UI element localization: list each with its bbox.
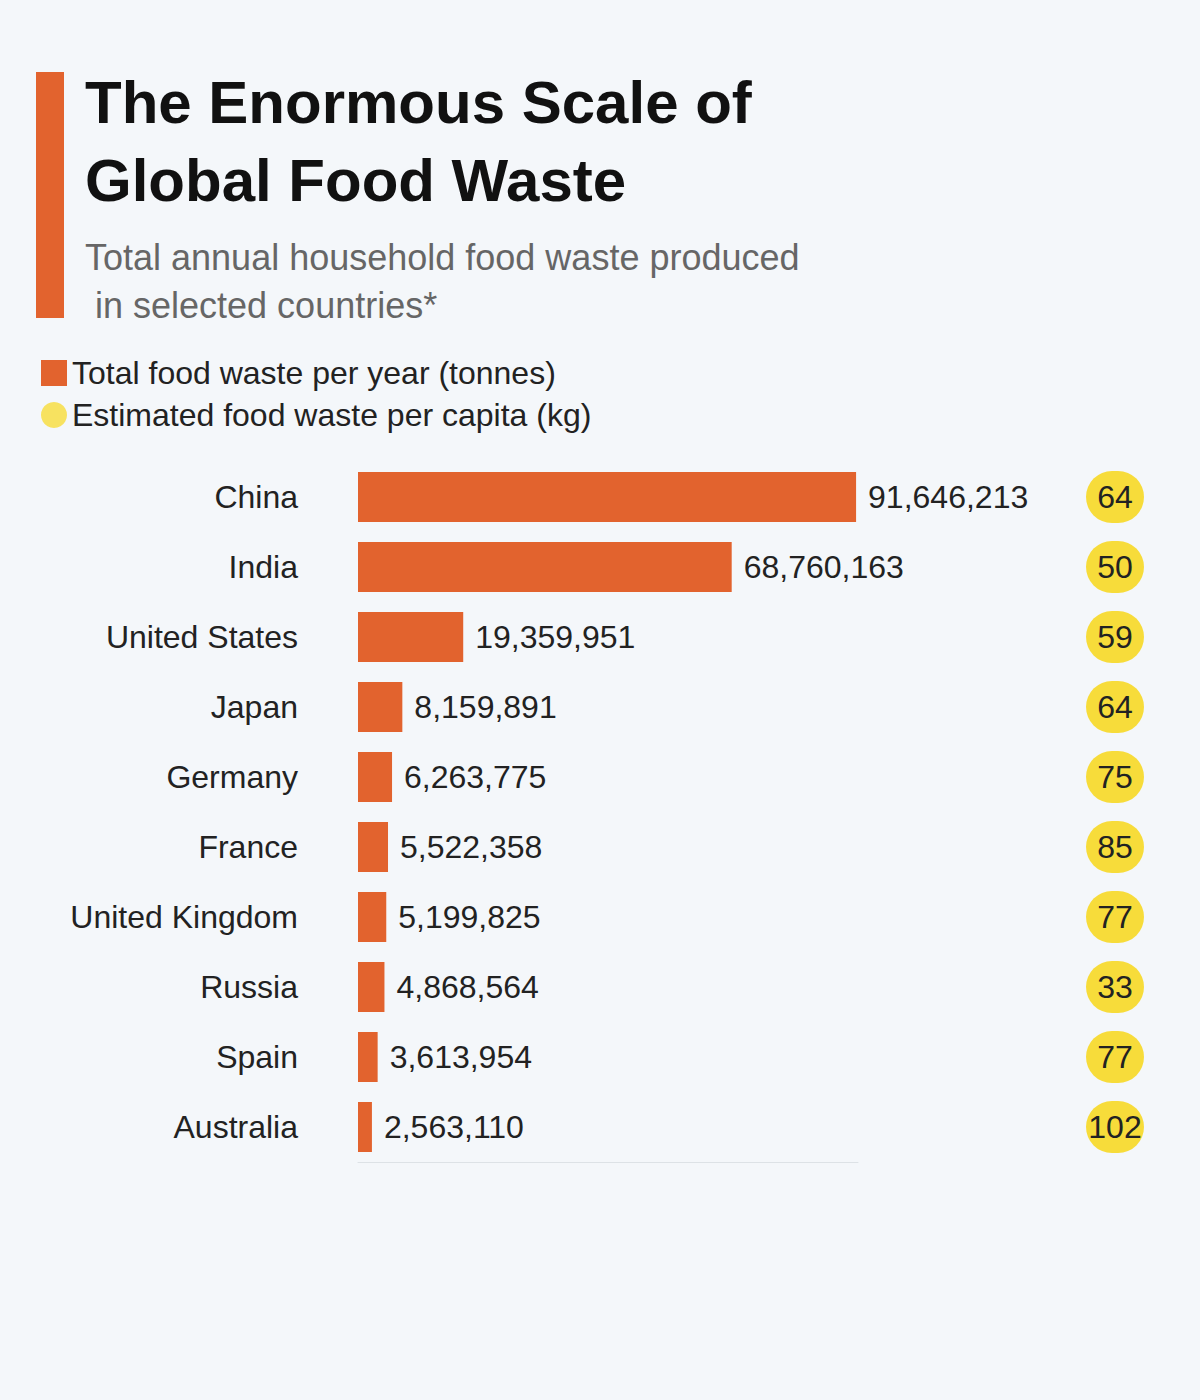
svg-text:China: China bbox=[214, 479, 298, 515]
svg-text:Australia: Australia bbox=[174, 1109, 299, 1145]
svg-text:Spain: Spain bbox=[216, 1039, 298, 1075]
svg-text:Russia: Russia bbox=[200, 969, 298, 1005]
svg-text:6,263,775: 6,263,775 bbox=[404, 759, 546, 795]
svg-text:59: 59 bbox=[1097, 619, 1133, 655]
svg-text:91,646,213: 91,646,213 bbox=[868, 479, 1028, 515]
svg-text:64: 64 bbox=[1097, 689, 1133, 725]
svg-text:France: France bbox=[198, 829, 298, 865]
svg-text:Total annual household food wa: Total annual household food waste produc… bbox=[85, 237, 800, 278]
svg-text:33: 33 bbox=[1097, 969, 1133, 1005]
svg-text:Germany: Germany bbox=[166, 759, 298, 795]
svg-text:Japan: Japan bbox=[211, 689, 298, 725]
svg-text:India: India bbox=[229, 549, 299, 585]
svg-text:8,159,891: 8,159,891 bbox=[414, 689, 556, 725]
svg-text:The Enormous Scale of: The Enormous Scale of bbox=[85, 69, 768, 136]
svg-text:4,868,564: 4,868,564 bbox=[396, 969, 538, 1005]
svg-text:3,613,954: 3,613,954 bbox=[390, 1039, 532, 1075]
svg-text:United Kingdom: United Kingdom bbox=[70, 899, 298, 935]
svg-text:64: 64 bbox=[1097, 479, 1133, 515]
svg-text:19,359,951: 19,359,951 bbox=[475, 619, 635, 655]
svg-text:85: 85 bbox=[1097, 829, 1133, 865]
svg-text:75: 75 bbox=[1097, 759, 1133, 795]
svg-text:Global Food Waste: Global Food Waste bbox=[85, 147, 626, 214]
svg-text:77: 77 bbox=[1097, 899, 1133, 935]
svg-text:68,760,163: 68,760,163 bbox=[744, 549, 904, 585]
svg-text:in selected countries*: in selected countries* bbox=[85, 285, 437, 326]
svg-text:102: 102 bbox=[1088, 1109, 1141, 1145]
svg-text:2,563,110: 2,563,110 bbox=[384, 1109, 524, 1145]
svg-text:50: 50 bbox=[1097, 549, 1133, 585]
svg-text:77: 77 bbox=[1097, 1039, 1133, 1075]
svg-text:5,199,825: 5,199,825 bbox=[398, 899, 540, 935]
svg-text:Total food waste per year (ton: Total food waste per year (tonnes) bbox=[72, 355, 556, 391]
svg-text:5,522,358: 5,522,358 bbox=[400, 829, 542, 865]
svg-text:Estimated food waste per capit: Estimated food waste per capita (kg) bbox=[72, 397, 591, 433]
svg-text:United States: United States bbox=[106, 619, 298, 655]
